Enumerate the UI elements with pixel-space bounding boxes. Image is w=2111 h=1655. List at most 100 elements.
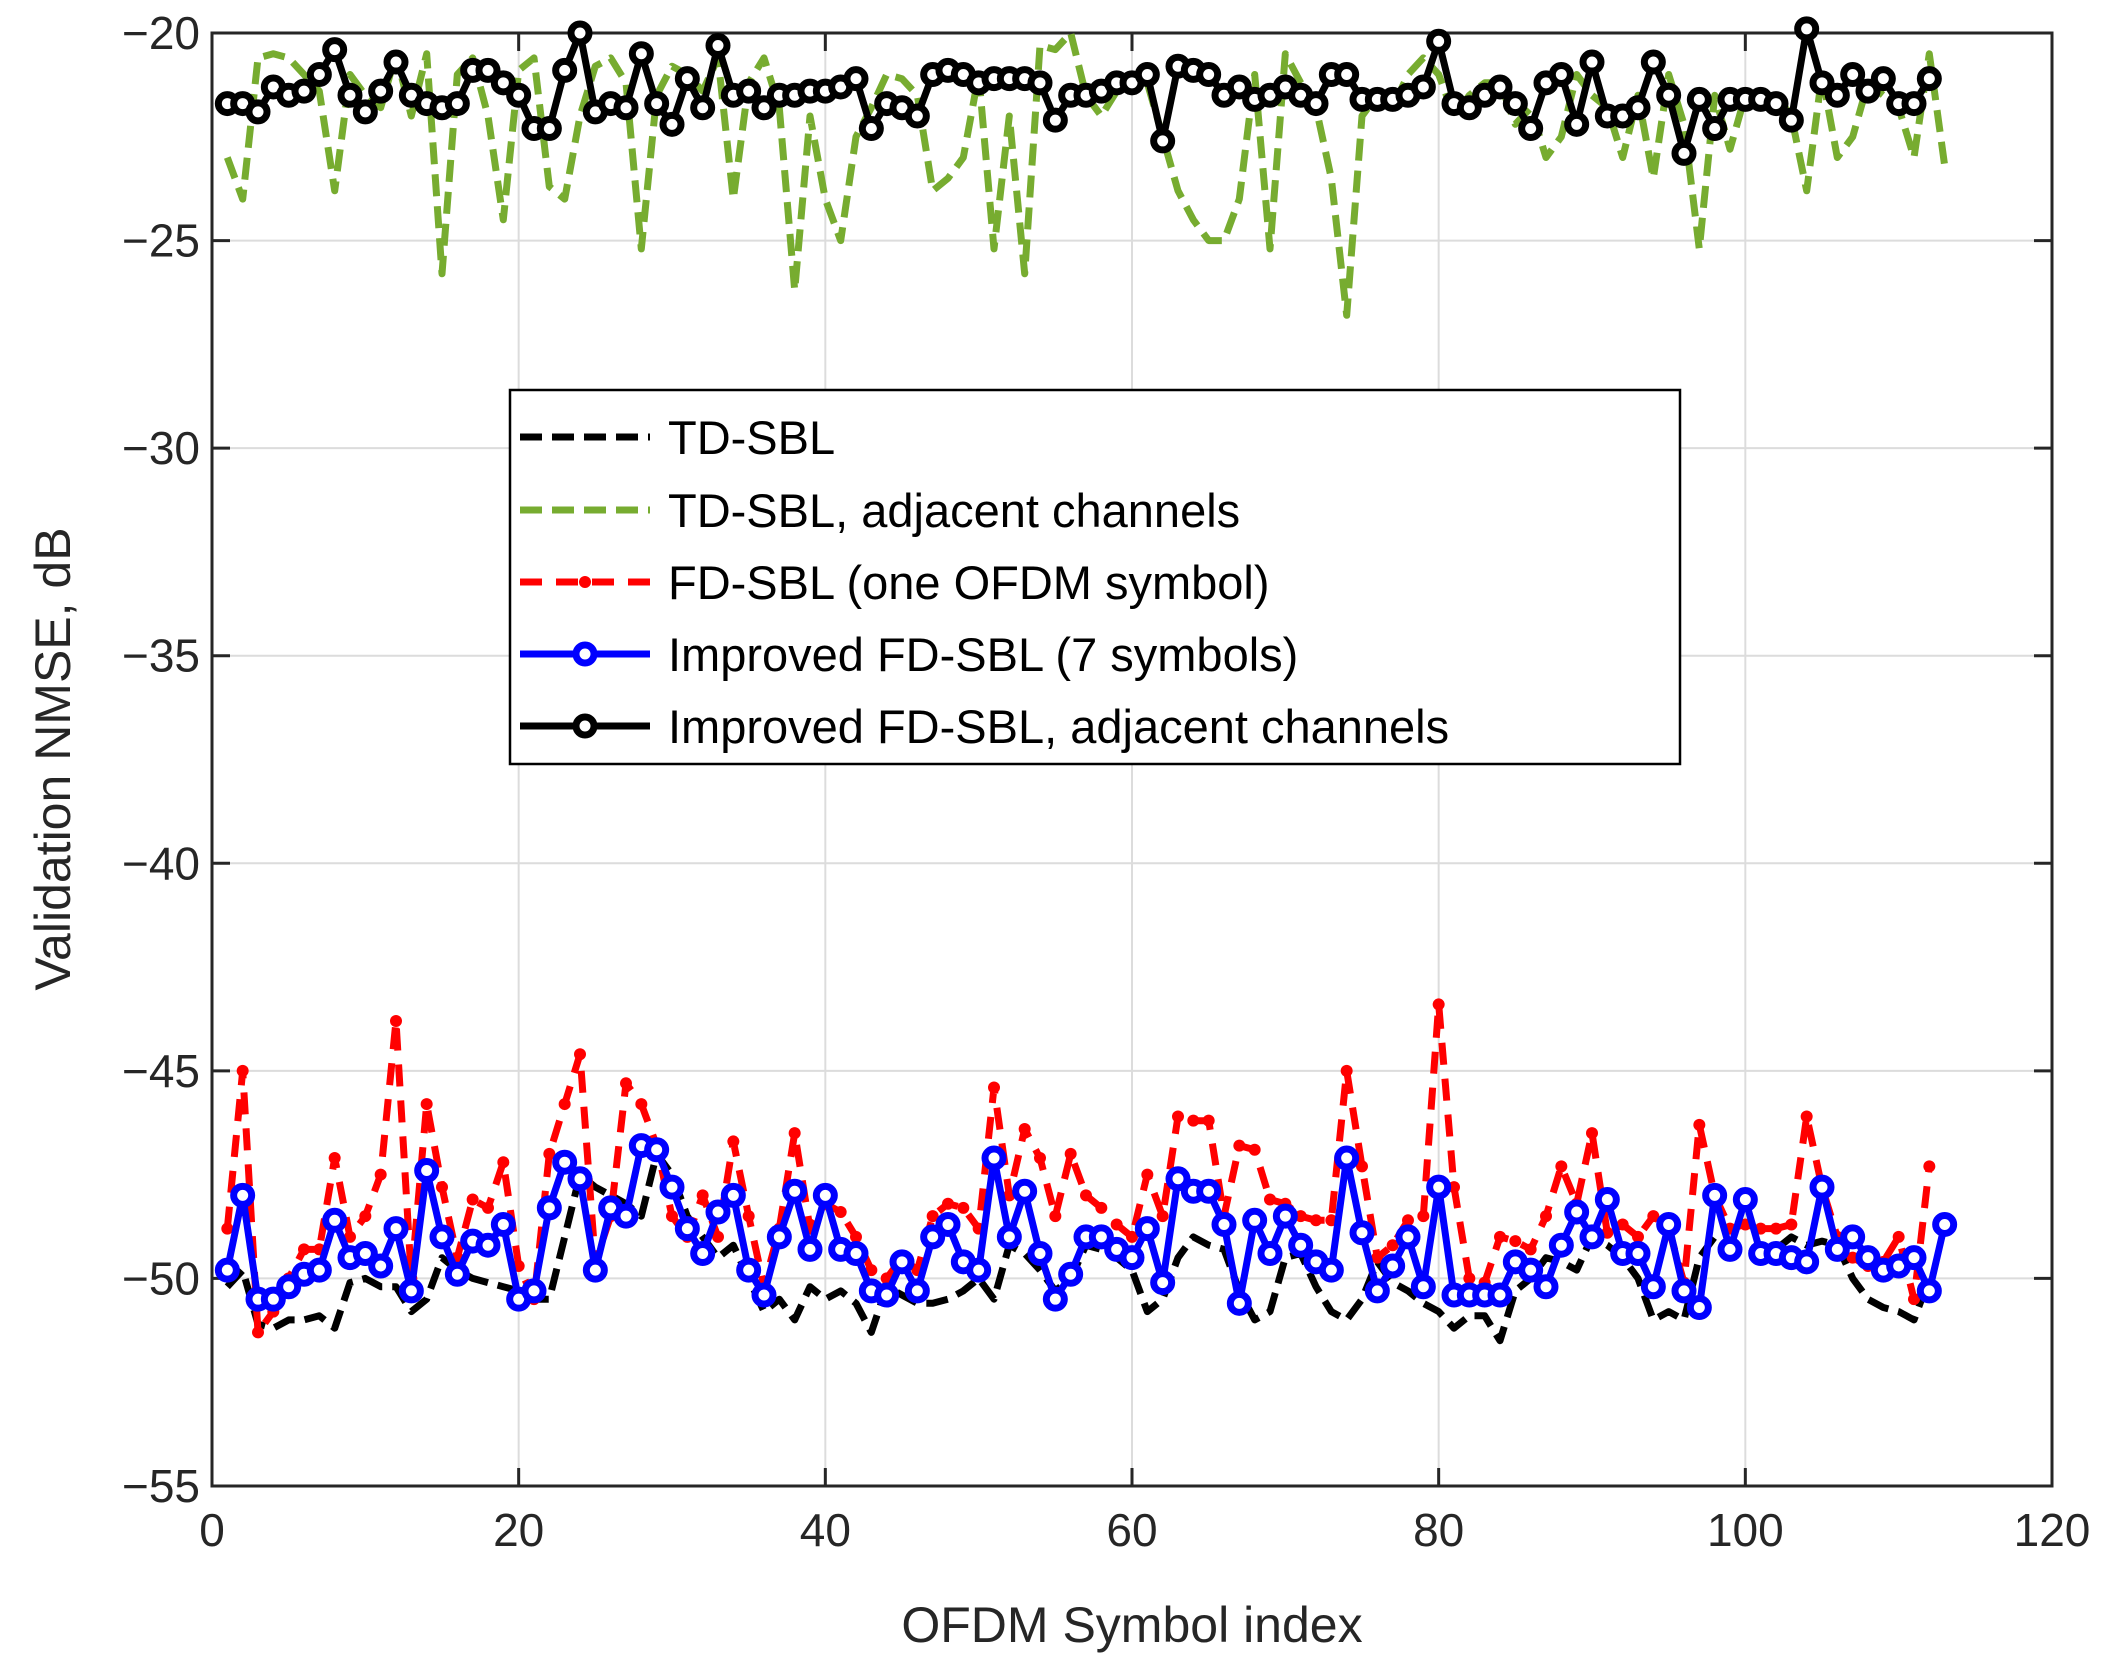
data-point [1800,1110,1813,1123]
data-point [260,1286,286,1312]
data-point [1702,115,1728,141]
legend-label-td-sbl: TD-SBL [668,411,835,464]
data-point [359,1210,372,1223]
data-point [398,1278,424,1304]
data-point [1916,66,1942,92]
data-point [490,70,516,96]
data-point [613,95,639,121]
data-point [1640,49,1666,75]
data-point [1855,78,1881,104]
data-point [1349,1220,1375,1246]
data-point [889,1249,915,1275]
data-point [1364,1278,1390,1304]
data-point [926,1210,939,1223]
data-point [368,1253,394,1279]
y-tick-label: −25 [122,215,200,267]
data-point [1088,1224,1114,1250]
legend-label-improved-fd-sbl: Improved FD-SBL (7 symbols) [668,628,1298,681]
series-improved-fd-sbl-adjacent-channels [214,16,1942,166]
data-point [475,57,501,83]
legend-label-td-sbl-adjacent: TD-SBL, adjacent channels [668,484,1240,537]
data-point [659,1174,685,1200]
data-point [1310,1214,1322,1227]
data-point [1156,1210,1169,1223]
data-point [690,1241,716,1267]
data-point [1846,1251,1859,1264]
data-point [935,1211,961,1237]
y-tick-label: −35 [122,630,200,682]
data-point [252,1326,264,1339]
data-point [214,1257,240,1283]
legend-entry-improved-fd-sbl-adjacent: Improved FD-SBL, adjacent channels [520,700,1449,753]
data-point [1110,1218,1123,1231]
data-point [1386,1239,1399,1252]
data-point [797,1236,823,1262]
data-point [1187,1114,1200,1127]
data-point [705,1199,731,1225]
data-point [1242,1207,1268,1233]
legend-marker-improved-fd-sbl [572,641,598,667]
data-point [1226,74,1252,100]
data-point [414,1157,440,1183]
data-point [552,57,578,83]
data-point [1119,1245,1145,1271]
data-point [536,115,562,141]
data-point [1840,1224,1866,1250]
data-point [1432,998,1445,1011]
data-point [1042,1286,1068,1312]
data-point [1448,1181,1460,1194]
data-point [420,1098,433,1111]
data-point [620,1077,632,1090]
data-point [1487,74,1513,100]
data-point [1518,1257,1544,1283]
data-point [567,1166,593,1192]
data-point [1533,1274,1559,1300]
legend-marker-fd-sbl [579,576,591,588]
data-point [328,1152,341,1165]
data-point [1340,1064,1353,1077]
data-point [1018,1122,1031,1135]
data-point [306,1257,332,1283]
data-point [1901,91,1927,117]
legend-label-improved-fd-sbl-adjacent: Improved FD-SBL, adjacent channels [668,700,1449,753]
x-axis-label: OFDM Symbol index [901,1597,1362,1653]
data-point [981,1145,1007,1171]
data-point [742,1210,755,1223]
data-point [1288,1232,1314,1258]
data-point [705,32,731,58]
data-point [245,99,271,125]
data-point [1794,16,1820,42]
series-line-td-sbl-adjacent-channels [224,29,1949,319]
data-point [988,1081,1000,1094]
data-point [1080,1189,1092,1202]
data-point [1785,1218,1798,1231]
data-point [1908,1293,1920,1306]
data-point [904,1278,930,1304]
data-point [1916,1278,1942,1304]
data-point [1656,82,1682,108]
data-point [1049,1210,1062,1223]
data-point [1426,28,1452,54]
data-point [1770,1222,1782,1235]
data-point [1594,1187,1620,1213]
data-point [1150,1270,1176,1296]
data-point [475,1232,501,1258]
data-point [1134,62,1160,88]
data-point [1548,1232,1574,1258]
data-point [942,1197,954,1210]
data-point [858,115,884,141]
y-tick-label: −55 [122,1460,200,1512]
data-point [1410,74,1436,100]
data-point [1134,1216,1160,1242]
data-point [368,78,394,104]
data-point [291,78,317,104]
data-point [383,1216,409,1242]
data-point [1141,1168,1154,1181]
data-point [490,1211,516,1237]
data-point [966,1257,992,1283]
data-point [736,1257,762,1283]
data-point [1518,115,1544,141]
data-point [674,66,700,92]
data-point [1034,1152,1046,1165]
